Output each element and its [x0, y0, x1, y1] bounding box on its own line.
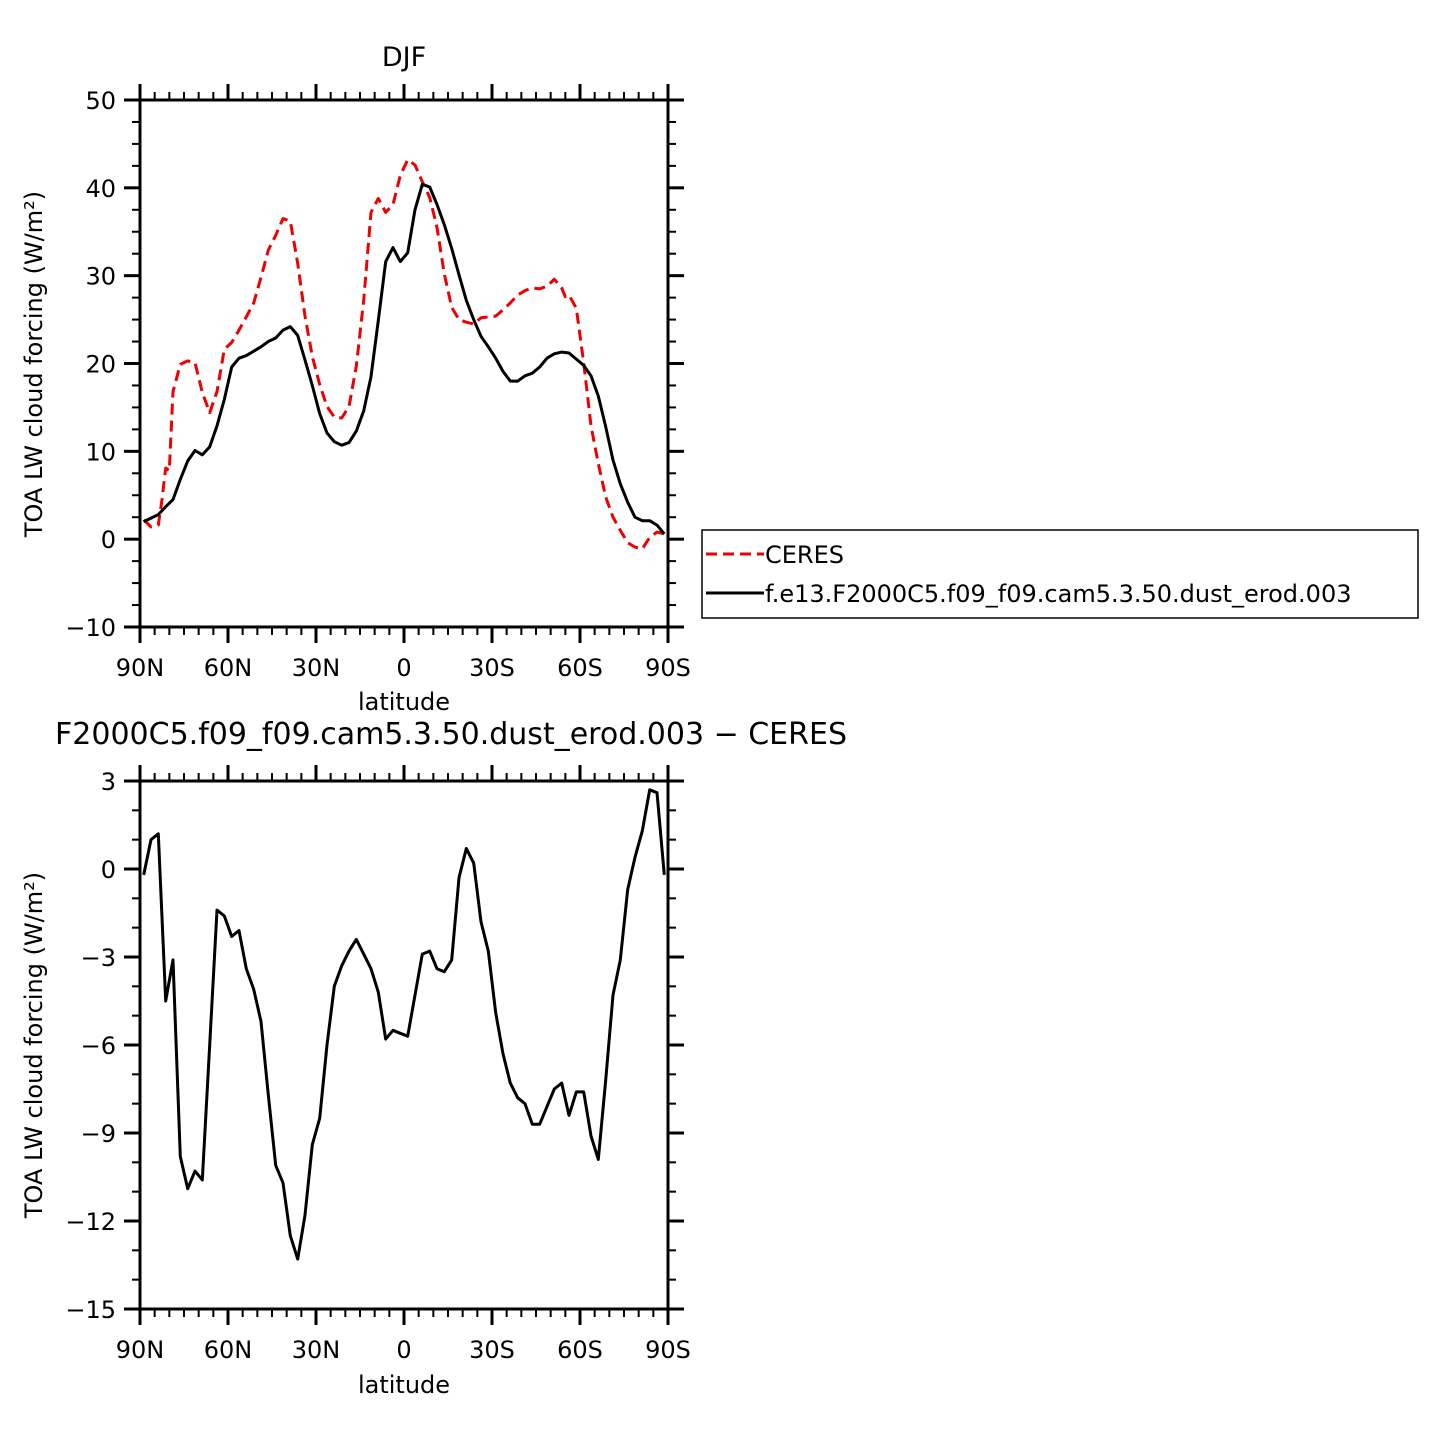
x-tick-label: 30N	[292, 654, 341, 682]
y-tick-label: −15	[65, 1296, 116, 1324]
bottom-series	[142, 788, 666, 1261]
x-tick-label: 60S	[557, 1336, 603, 1364]
y-tick-label: 0	[101, 526, 116, 554]
x-tick-label: 30S	[469, 654, 515, 682]
y-tick-label: −12	[65, 1208, 116, 1236]
series-line-ceres	[142, 158, 665, 551]
y-tick-label: 0	[101, 856, 116, 884]
top-series	[142, 158, 666, 551]
x-tick-label: 60N	[204, 654, 253, 682]
x-tick-label: 60S	[557, 654, 603, 682]
y-tick-label: 30	[85, 263, 116, 291]
x-tick-label: 90N	[116, 1336, 165, 1364]
bottom-chart-title: F2000C5.f09_f09.cam5.3.50.dust_erod.003 …	[55, 717, 847, 752]
y-tick-label: 3	[101, 768, 116, 796]
y-tick-label: −3	[81, 944, 116, 972]
y-tick-label: 50	[85, 87, 116, 115]
series-line-difference	[142, 788, 666, 1261]
x-tick-label: 90S	[645, 654, 691, 682]
y-tick-label: −10	[65, 614, 116, 642]
y-tick-label: −9	[81, 1120, 116, 1148]
top-plot-frame	[138, 98, 670, 629]
x-tick-label: 60N	[204, 1336, 253, 1364]
x-tick-label: 90N	[116, 654, 165, 682]
x-tick-label: 30N	[292, 1336, 341, 1364]
legend: CERES f.e13.F2000C5.f09_f09.cam5.3.50.du…	[701, 529, 1419, 619]
bottom-x-axis-label: latitude	[358, 1371, 450, 1399]
series-line-f-e13-f2000c5-f09-f09-cam5-3-50-dust-erod-003	[143, 182, 666, 535]
y-tick-label: 10	[85, 438, 116, 466]
legend-model-label: f.e13.F2000C5.f09_f09.cam5.3.50.dust_ero…	[765, 580, 1351, 608]
top-panel: DJF TOA LW cloud forcing (W/m²) latitude…	[20, 42, 691, 716]
top-chart-title: DJF	[382, 42, 426, 73]
legend-box	[701, 529, 1419, 619]
y-tick-label: 40	[85, 175, 116, 203]
x-tick-label: 0	[396, 1336, 411, 1364]
top-y-axis-label: TOA LW cloud forcing (W/m²)	[20, 191, 48, 538]
bottom-plot-frame	[138, 779, 670, 1311]
bottom-panel: F2000C5.f09_f09.cam5.3.50.dust_erod.003 …	[20, 717, 847, 1399]
x-tick-label: 30S	[469, 1336, 515, 1364]
x-tick-label: 0	[396, 654, 411, 682]
y-tick-label: 20	[85, 351, 116, 379]
legend-ceres-label: CERES	[765, 541, 844, 569]
bottom-y-axis-label: TOA LW cloud forcing (W/m²)	[20, 872, 48, 1219]
x-tick-label: 90S	[645, 1336, 691, 1364]
y-tick-label: −6	[81, 1032, 116, 1060]
top-x-axis-label: latitude	[358, 688, 450, 716]
